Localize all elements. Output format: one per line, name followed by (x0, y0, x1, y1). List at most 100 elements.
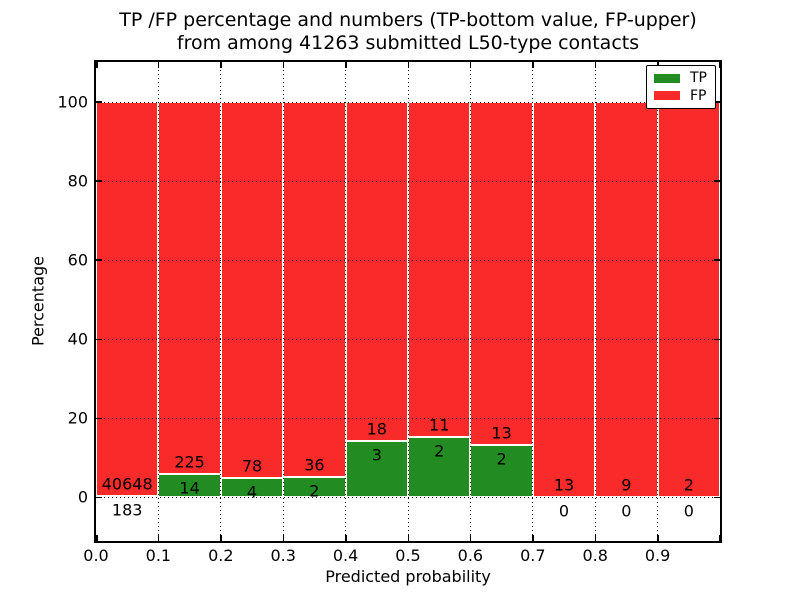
y-tick-mark (714, 259, 720, 261)
y-tick-mark (714, 417, 720, 420)
x-tick-mark (157, 535, 160, 541)
x-tick-label: 0.7 (520, 546, 546, 565)
y-tick-label: 20 (67, 408, 88, 428)
x-tick-mark (469, 62, 472, 68)
fp-bar-segment (595, 101, 658, 498)
fp-bar-segment (408, 101, 471, 437)
tp-legend-entry: TP (654, 71, 708, 85)
y-tick-mark (96, 338, 102, 341)
fp-legend-entry: FP (654, 89, 708, 103)
x-tick-mark (532, 62, 534, 68)
fp-legend-label: FP (690, 87, 707, 104)
y-tick-mark (96, 180, 102, 182)
y-tick-mark (714, 496, 720, 499)
x-tick-label: 0.6 (457, 546, 484, 565)
vertical-gridline (157, 62, 159, 541)
tp-legend-label: TP (690, 70, 707, 87)
tp-bar-segment (283, 476, 346, 498)
fp-bar-segment (532, 101, 596, 498)
x-tick-mark (96, 535, 98, 541)
x-axis-label: Predicted probability (325, 567, 491, 586)
y-tick-label: 0 (77, 487, 88, 507)
x-tick-label: 0.2 (208, 546, 234, 565)
fp-bar-segment (158, 101, 221, 475)
x-tick-label: 0.4 (332, 546, 359, 565)
x-tick-mark (345, 535, 347, 541)
tp-bar-segment (96, 495, 159, 498)
x-tick-mark (469, 535, 472, 541)
tp-count-label: 2 (309, 481, 320, 501)
chart-title: TP /FP percentage and numbers (TP-bottom… (96, 9, 720, 55)
fp-count-label: 78 (241, 456, 263, 476)
y-tick-label: 100 (57, 92, 88, 112)
fp-count-label: 225 (174, 452, 205, 472)
x-tick-mark (282, 535, 285, 541)
tp-count-label: 183 (111, 500, 143, 520)
vertical-gridline (345, 62, 347, 541)
chart-title-line2: from among 41263 submitted L50-type cont… (176, 32, 640, 54)
y-tick-mark (96, 417, 102, 420)
x-tick-mark (407, 62, 409, 68)
vertical-gridline (282, 62, 284, 541)
x-tick-mark (407, 535, 409, 541)
fp-count-label: 18 (366, 419, 387, 439)
tp-bar-segment (158, 474, 221, 498)
y-tick-mark (96, 259, 102, 261)
tp-count-label: 0 (558, 501, 570, 521)
x-tick-mark (220, 62, 222, 68)
x-tick-label: 0.1 (145, 546, 172, 565)
fp-count-label: 9 (621, 475, 632, 495)
x-tick-mark (594, 535, 597, 541)
plot-area: 40648 183 225 14 78 4 36 2 18 3 11 2 13 2 13 0 9 0 2 0 TP FP (94, 60, 722, 543)
tp-bar-segment (345, 440, 408, 498)
y-tick-mark (96, 101, 102, 103)
fp-bar-segment (470, 101, 533, 445)
chart-title-line1: TP /FP percentage and numbers (TP-bottom… (119, 9, 697, 31)
fp-count-label: 2 (683, 475, 694, 495)
x-tick-label: 0.9 (644, 546, 671, 565)
tp-count-label: 2 (496, 449, 507, 469)
tp-bar-segment (470, 444, 533, 498)
tp-bar-segment (220, 478, 284, 498)
fp-bar-segment (283, 101, 346, 477)
fp-bar-segment (345, 101, 408, 441)
x-tick-mark (532, 535, 534, 541)
y-tick-label: 80 (67, 171, 88, 191)
legend: TP FP (646, 65, 716, 109)
x-tick-mark (157, 62, 160, 68)
fp-count-label: 40648 (101, 474, 153, 494)
tp-count-label: 0 (621, 501, 632, 521)
fp-bar-segment (96, 101, 159, 496)
tp-count-label: 0 (683, 501, 694, 521)
x-tick-mark (220, 535, 222, 541)
vertical-gridline (594, 62, 596, 541)
fp-count-label: 13 (553, 475, 575, 495)
x-tick-mark (282, 62, 285, 68)
vertical-gridline (469, 62, 471, 541)
x-tick-label: 0.5 (395, 546, 421, 565)
x-tick-mark (657, 535, 659, 541)
vertical-gridline (657, 62, 659, 541)
y-tick-mark (96, 496, 102, 499)
vertical-gridline (532, 62, 534, 541)
tp-count-label: 4 (246, 482, 258, 502)
fp-count-label: 36 (304, 455, 325, 475)
y-tick-label: 60 (67, 250, 88, 270)
x-tick-label: 0.0 (83, 546, 109, 565)
x-tick-mark (345, 62, 347, 68)
x-tick-label: 0.3 (270, 546, 296, 565)
fp-legend-swatch (654, 91, 680, 101)
fp-count-label: 11 (429, 415, 450, 435)
y-tick-label: 40 (67, 329, 88, 349)
tp-count-label: 14 (179, 478, 200, 498)
fp-bar-segment (657, 101, 720, 498)
tp-bar-segment (408, 436, 471, 498)
x-tick-mark (594, 62, 597, 68)
tp-count-label: 2 (434, 441, 445, 461)
vertical-gridline (407, 62, 409, 541)
tp-count-label: 3 (371, 445, 382, 465)
tp-legend-swatch (654, 73, 680, 83)
y-tick-mark (714, 101, 720, 103)
fp-count-label: 13 (491, 423, 512, 443)
